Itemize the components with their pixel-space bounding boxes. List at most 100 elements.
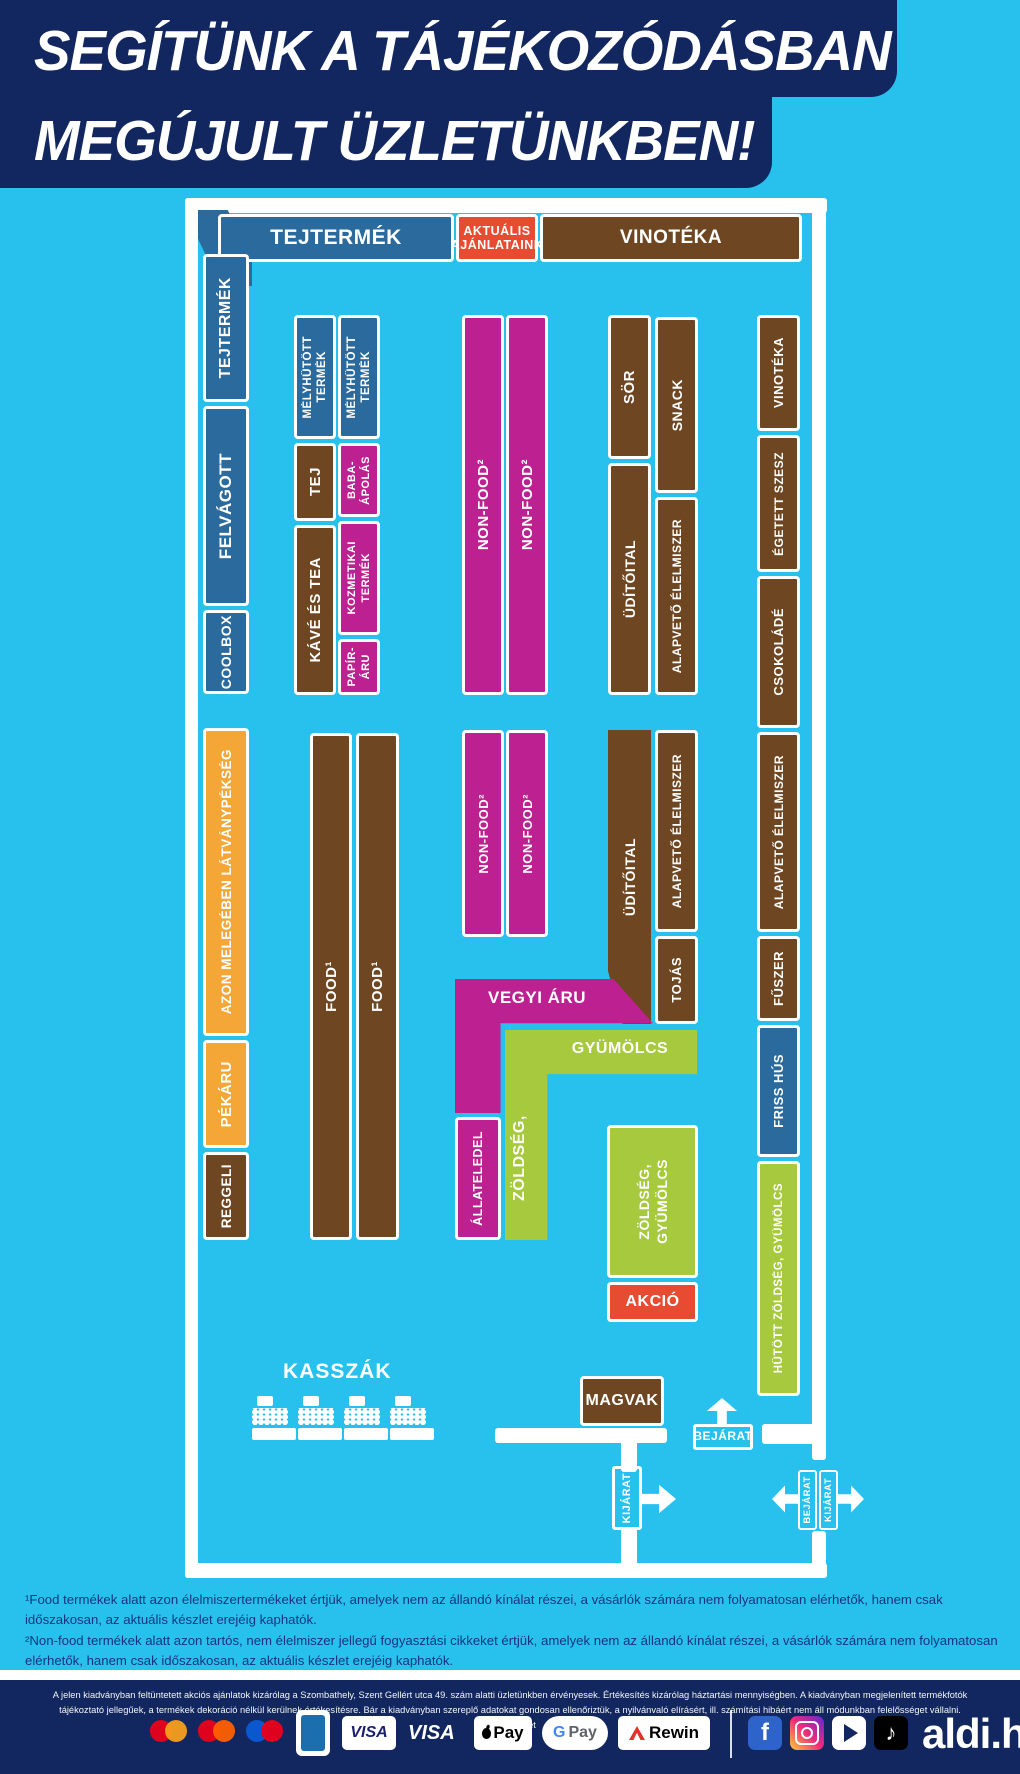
shelf-label: ALAPVETŐ ÉLELMISZER xyxy=(669,518,684,674)
shelf-label: VINOTÉKA xyxy=(771,337,786,409)
shelf-label: ZÖLDSÉG, xyxy=(635,1163,652,1240)
footnote-food: ¹Food termékek alatt azon élelmiszerterm… xyxy=(25,1592,943,1628)
shelf-label: FOOD¹ xyxy=(369,961,386,1012)
rewin-logo-icon xyxy=(628,1726,645,1740)
aldi-website: aldi.hu xyxy=(922,1710,1020,1757)
shelf-label: MAGVAK xyxy=(585,1391,659,1409)
shelf-label: FŰSZER xyxy=(771,951,786,1006)
shelf-egetett-szesz: ÉGETETT SZESZ xyxy=(757,435,800,572)
shelf-label: TERMÉK xyxy=(360,553,372,603)
shelf-label: BABA- xyxy=(346,461,358,499)
gpay-g: G xyxy=(553,1724,566,1741)
footer-divider xyxy=(0,1670,1020,1680)
shelf-label: CSOKOLÁDÉ xyxy=(771,608,786,696)
footnote-nonfood: ²Non-food termékek alatt azon tartós, ne… xyxy=(25,1632,998,1669)
shelf-label: TOJÁS xyxy=(669,957,684,1003)
mastercard-icon xyxy=(198,1720,236,1746)
shelf-aktualis-ajanlataink: AKTUÁLIS AJÁNLATAINK xyxy=(451,214,543,262)
footer-icons-row: VISA VISA Pay G Pay Rewin f ♪ aldi.hu xyxy=(0,1710,1020,1770)
shelf-tej: TEJ xyxy=(294,443,336,521)
wall-entry-horizontal xyxy=(762,1424,814,1444)
shelf-label: NON-FOOD² xyxy=(474,459,492,551)
gpay-label: Pay xyxy=(568,1724,597,1741)
arrow-up-icon xyxy=(707,1398,737,1424)
sign-label: BEJÁRAT xyxy=(693,1429,753,1444)
wall-left xyxy=(185,198,198,1578)
header-band-top xyxy=(0,0,897,97)
youtube-icon xyxy=(832,1716,866,1750)
cash-register-icon xyxy=(344,1396,388,1448)
shelf-alapveto-1: ALAPVETŐ ÉLELMISZER xyxy=(655,497,698,695)
cash-register-icon xyxy=(390,1396,434,1448)
shelf-label: ÜDÍTŐITAL xyxy=(621,539,638,619)
shelf-melyhutott-b: MÉLYHŰTÖTT TERMÉK xyxy=(338,315,380,439)
bejarat-sign: BEJÁRAT xyxy=(693,1424,753,1450)
visa-label: VISA xyxy=(350,1724,388,1741)
shelf-allateledel: ÁLLATELEDEL xyxy=(455,1117,501,1240)
wall-entry-vertical-upper xyxy=(621,1440,637,1472)
shelf-pekaru: PÉKÁRU xyxy=(203,1040,249,1148)
shelf-label: ÜDÍTŐITAL xyxy=(621,837,638,917)
sign-label: KIJÁRAT xyxy=(621,1472,633,1524)
shelf-label: AKTUÁLIS xyxy=(463,223,531,238)
apple-logo-icon xyxy=(482,1727,492,1739)
shelf-label: ZÖLDSÉG, xyxy=(511,1115,528,1201)
shelf-kave-es-tea: KÁVÉ ÉS TEA xyxy=(294,525,336,695)
shelf-alapveto-3: ALAPVETŐ ÉLELMISZER xyxy=(757,732,800,932)
rewin-icon: Rewin xyxy=(618,1716,710,1750)
shelf-label: ALAPVETŐ ÉLELMISZER xyxy=(669,753,684,909)
shelf-label: KOZMETIKAI xyxy=(346,541,358,615)
shelf-label: TEJTERMÉK xyxy=(270,225,402,249)
wall-checkout-counter xyxy=(495,1428,667,1443)
shelf-label: ÁLLATELEDEL xyxy=(471,1131,485,1226)
checkout-area-label: KASSZÁK xyxy=(283,1360,392,1383)
shelf-label: ÉGETETT SZESZ xyxy=(771,451,786,556)
visa-word-icon: VISA xyxy=(408,1722,455,1744)
shelf-label: SNACK xyxy=(668,378,685,432)
shelf-label: MÉLYHŰTÖTT xyxy=(302,335,314,419)
header-band-bottom xyxy=(0,97,772,188)
shelf-nonfood-2a: NON-FOOD² xyxy=(462,730,504,937)
shelf-label: PÉKÁRU xyxy=(217,1060,235,1128)
footer-bar: A jelen kiadványban feltüntetett akciós … xyxy=(0,1680,1020,1774)
shelf-label: TEJTERMÉK xyxy=(217,277,234,379)
shelf-uditoital-2: ÜDÍTŐITAL xyxy=(608,730,651,1024)
shelf-sor: SÖR xyxy=(608,315,651,459)
wall-bottom xyxy=(185,1563,827,1578)
shelf-label: ÁRU xyxy=(360,654,372,680)
shelf-label: AJÁNLATAINK xyxy=(450,238,544,252)
instagram-icon xyxy=(790,1716,824,1750)
shelf-label: ALAPVETŐ ÉLELMISZER xyxy=(771,754,786,910)
shelf-label: TERMÉK xyxy=(360,351,372,403)
shelf-magvak: MAGVAK xyxy=(580,1376,664,1426)
arrow-right-icon xyxy=(642,1484,676,1514)
apple-pay-icon: Pay xyxy=(474,1716,532,1750)
arrow-right-icon xyxy=(838,1485,864,1513)
shelf-label: TEJ xyxy=(306,467,324,497)
shelf-alapveto-2: ALAPVETŐ ÉLELMISZER xyxy=(655,730,698,932)
shelf-label: GYÜMÖLCS xyxy=(653,1159,670,1244)
sign-label: KIJÁRAT xyxy=(823,1478,834,1522)
tiktok-icon: ♪ xyxy=(874,1716,908,1750)
shelf-uditoital-1: ÜDÍTŐITAL xyxy=(608,463,651,695)
shelf-label: NON-FOOD² xyxy=(519,793,535,874)
shelf-nonfood-2b: NON-FOOD² xyxy=(506,730,548,937)
shelf-tejtermek-top: TEJTERMÉK xyxy=(218,214,454,262)
kijarat-sign: KIJÁRAT xyxy=(612,1466,642,1530)
shelf-label: GYÜMÖLCS xyxy=(571,1040,669,1057)
shelf-food-b: FOOD¹ xyxy=(356,733,399,1240)
shelf-food-a: FOOD¹ xyxy=(310,733,352,1240)
wall-top xyxy=(185,198,827,213)
mastercard-icon xyxy=(150,1720,188,1746)
google-pay-icon: G Pay xyxy=(542,1716,608,1750)
shelf-label: TERMÉK xyxy=(316,351,328,403)
shelf-snack: SNACK xyxy=(655,317,698,493)
sign-label: BEJÁRAT xyxy=(802,1476,813,1524)
shelf-label: REGGELI xyxy=(218,1163,234,1229)
shelf-label: NON-FOOD² xyxy=(518,459,536,551)
wall-entry-vertical-lower xyxy=(621,1528,637,1568)
shelf-label: VINOTÉKA xyxy=(619,227,723,249)
shelf-label: AZON MELEGÉBEN LÁTVÁNYPÉKSÉG xyxy=(218,749,234,1015)
shelf-label: FOOD¹ xyxy=(322,961,340,1012)
shelf-reggeli: REGGELI xyxy=(203,1152,249,1240)
